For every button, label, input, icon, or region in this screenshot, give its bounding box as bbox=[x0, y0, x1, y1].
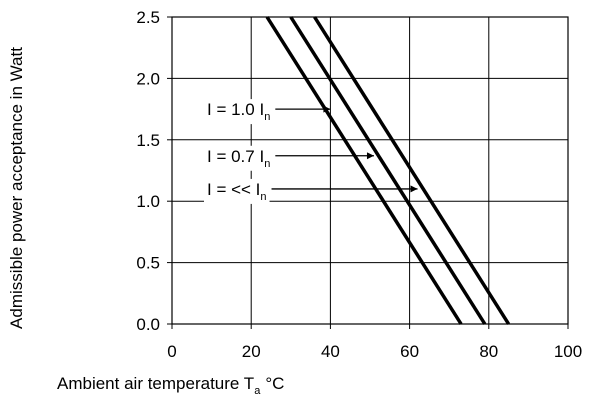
x-axis-title-unit: °C bbox=[265, 374, 284, 393]
series-line-1 bbox=[265, 16, 463, 325]
x-tick-label: 0 bbox=[167, 342, 176, 361]
x-axis-title-subscript: a bbox=[254, 385, 261, 397]
y-tick-label: 1.0 bbox=[136, 192, 160, 211]
y-tick-label: 1.5 bbox=[136, 131, 160, 150]
x-tick-label: 100 bbox=[554, 342, 582, 361]
y-tick-label: 2.0 bbox=[136, 69, 160, 88]
series-label-bg bbox=[204, 145, 274, 171]
x-tick-label: 60 bbox=[400, 342, 419, 361]
series-line-2 bbox=[289, 16, 487, 325]
x-axis-ticks: 0 20 40 60 80 100 bbox=[167, 324, 582, 361]
x-axis-title-text: Ambient air temperature bbox=[57, 374, 239, 393]
annotations: I = 1.0 In I = 0.7 In I = << In bbox=[204, 99, 418, 204]
series-label-bg bbox=[204, 99, 274, 125]
y-tick-label: 0.0 bbox=[136, 315, 160, 334]
x-axis-title: Ambient air temperature Ta °C bbox=[57, 374, 284, 397]
x-tick-label: 20 bbox=[242, 342, 261, 361]
y-axis-ticks: 0.0 0.5 1.0 1.5 2.0 2.5 bbox=[136, 8, 172, 334]
x-tick-label: 40 bbox=[321, 342, 340, 361]
y-tick-label: 2.5 bbox=[136, 8, 160, 27]
series-label-3: I = << In bbox=[207, 180, 267, 203]
y-axis-title: Admissible power acceptance in Watt bbox=[7, 47, 26, 329]
series-label-bg bbox=[204, 178, 270, 204]
x-axis-title-symbol: T bbox=[244, 374, 254, 393]
y-tick-label: 0.5 bbox=[136, 254, 160, 273]
series-label-1: I = 1.0 In bbox=[207, 100, 270, 123]
series-label-2: I = 0.7 In bbox=[207, 147, 270, 170]
x-tick-label: 80 bbox=[479, 342, 498, 361]
series bbox=[265, 16, 511, 325]
series-line-3 bbox=[313, 16, 511, 325]
plot-frame bbox=[171, 16, 569, 325]
